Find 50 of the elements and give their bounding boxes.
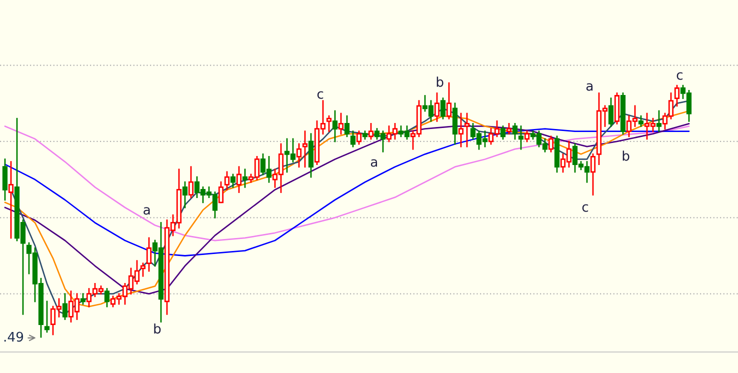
candlestick (368, 122, 374, 140)
candlestick (440, 98, 446, 120)
candlestick (2, 158, 8, 201)
candlestick (182, 181, 188, 208)
candlestick (518, 126, 524, 150)
annotation: b (622, 150, 630, 161)
annotation: a (144, 207, 150, 215)
candlestick (224, 171, 230, 190)
annotation: b (436, 76, 444, 87)
annotation: c (317, 91, 324, 99)
candlestick (62, 293, 68, 320)
candlestick (80, 293, 86, 305)
candlestick (464, 112, 470, 148)
candlestick (350, 130, 356, 148)
candlestick (446, 82, 452, 120)
candlestick (590, 153, 596, 196)
candlestick (458, 112, 464, 148)
candlestick (146, 237, 152, 272)
candlestick (656, 110, 662, 132)
candlestick (44, 300, 50, 333)
candlestick (338, 112, 344, 135)
candlestick (236, 166, 242, 193)
candlestick (140, 262, 146, 277)
candlestick (512, 122, 518, 140)
candlestick (638, 115, 644, 127)
candlestick (104, 288, 110, 308)
candlestick (548, 136, 554, 152)
annotation: c (582, 204, 588, 212)
text: c (676, 72, 683, 80)
candlestick (296, 143, 302, 168)
candlestick (332, 110, 338, 142)
candlestick (524, 130, 530, 142)
candlestick (230, 174, 236, 188)
annotation: b (154, 323, 161, 334)
candlestick (326, 115, 332, 132)
annotation: .49 (4, 332, 24, 342)
candlestick (302, 130, 308, 168)
candlestick (506, 122, 512, 135)
candlestick (674, 84, 680, 107)
candlestick (218, 181, 224, 204)
candlestick (8, 161, 14, 239)
candlestick (500, 126, 506, 140)
candlestick (608, 98, 614, 127)
candlestick (344, 115, 350, 138)
candlestick (356, 130, 362, 145)
annotation: a (370, 159, 378, 167)
candlestick (434, 92, 440, 122)
candlestick (242, 168, 248, 188)
candlestick (188, 166, 194, 198)
annotation: a (586, 83, 593, 91)
